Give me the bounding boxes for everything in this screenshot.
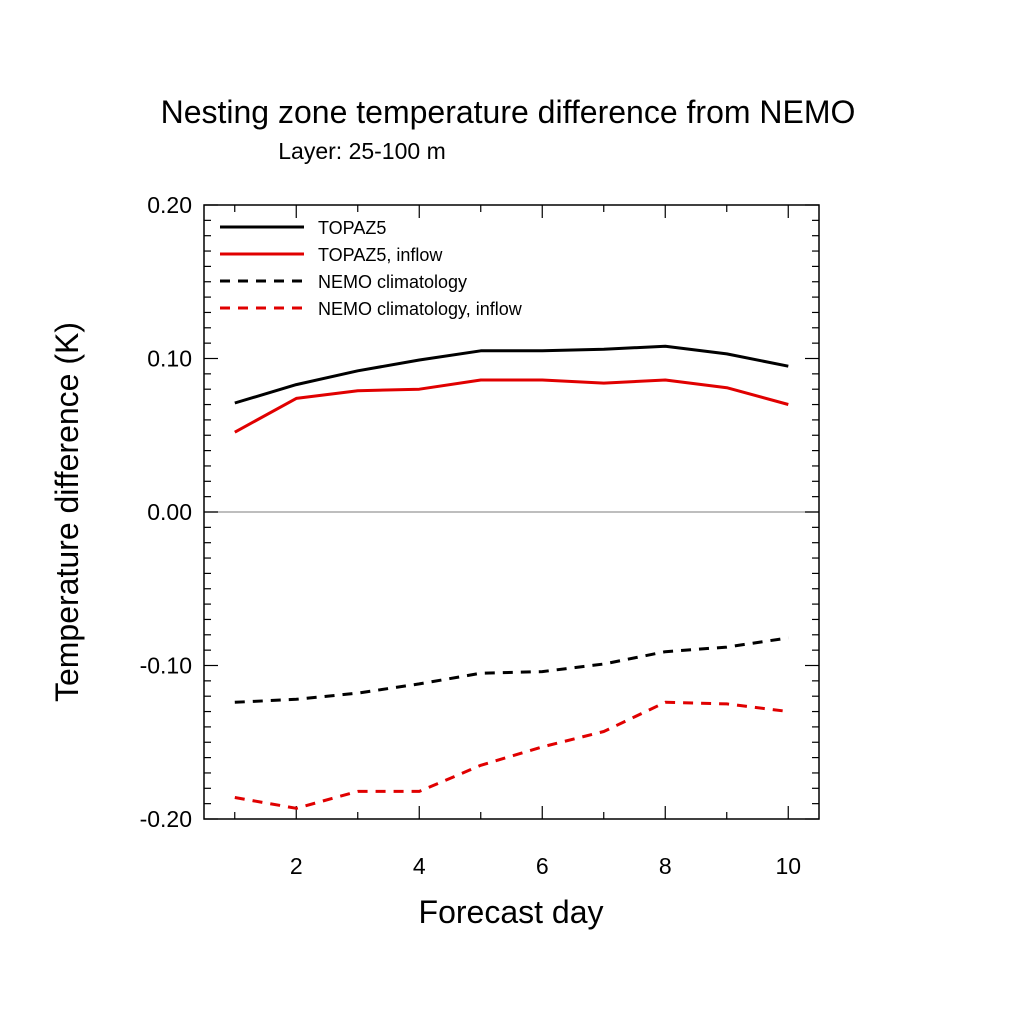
y-tick-label: 0.20	[147, 192, 192, 218]
x-axis-label: Forecast day	[419, 894, 604, 930]
x-tick-label: 2	[290, 853, 303, 879]
x-tick-label: 6	[536, 853, 549, 879]
y-tick-label: -0.20	[140, 806, 192, 832]
x-tick-label: 4	[413, 853, 426, 879]
y-axis-label: Temperature difference (K)	[49, 322, 85, 702]
x-tick-label: 8	[659, 853, 672, 879]
legend-label-3: NEMO climatology	[318, 272, 467, 292]
series-line-4	[234, 700, 789, 810]
legend-label-4: NEMO climatology, inflow	[318, 299, 523, 319]
y-tick-label: 0.00	[147, 499, 192, 525]
plot-area: 2 4 6 8 10 -0.20 -0.10 0.00 0.10 0.20 TOPAZ5 TOPAZ5…	[140, 192, 820, 879]
y-tick-label: 0.10	[147, 346, 192, 372]
chart-title: Nesting zone temperature difference from…	[161, 94, 856, 130]
series-line-2	[234, 378, 789, 434]
series-line-3	[234, 636, 789, 704]
series-line-1	[234, 344, 789, 405]
legend-label-1: TOPAZ5	[318, 218, 386, 238]
y-tick-label: -0.10	[140, 653, 192, 679]
legend-label-2: TOPAZ5, inflow	[318, 245, 443, 265]
x-tick-label: 10	[775, 853, 801, 879]
chart-subtitle: Layer: 25-100 m	[278, 138, 445, 164]
